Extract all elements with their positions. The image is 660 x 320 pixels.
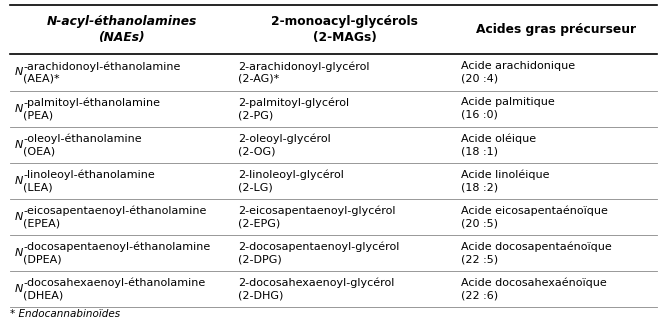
- Text: N: N: [15, 176, 24, 186]
- Text: -linoleoyl-éthanolamine
(LEA): -linoleoyl-éthanolamine (LEA): [23, 169, 155, 192]
- Text: * Endocannabinoïdes: * Endocannabinoïdes: [10, 309, 120, 319]
- Text: 2-linoleoyl-glycérol
(2-LG): 2-linoleoyl-glycérol (2-LG): [238, 169, 345, 192]
- Text: -eicosapentaenoyl-éthanolamine
(EPEA): -eicosapentaenoyl-éthanolamine (EPEA): [23, 205, 207, 228]
- Text: 2-docosapentaenoyl-glycérol
(2-DPG): 2-docosapentaenoyl-glycérol (2-DPG): [238, 242, 400, 264]
- Text: Acide oléique
(18 :1): Acide oléique (18 :1): [461, 133, 537, 156]
- Text: 2-docosahexaenoyl-glycérol
(2-DHG): 2-docosahexaenoyl-glycérol (2-DHG): [238, 278, 395, 300]
- Text: N-acyl-éthanolamines
(NAEs): N-acyl-éthanolamines (NAEs): [46, 15, 197, 44]
- Text: Acide docosahexaénoïque
(22 :6): Acide docosahexaénoïque (22 :6): [461, 278, 607, 300]
- Text: Acide eicosapentaénoïque
(20 :5): Acide eicosapentaénoïque (20 :5): [461, 205, 609, 228]
- Text: -arachidonoyl-éthanolamine
(AEA)*: -arachidonoyl-éthanolamine (AEA)*: [23, 61, 180, 84]
- Text: N: N: [15, 248, 24, 258]
- Text: -docosahexaenoyl-éthanolamine
(DHEA): -docosahexaenoyl-éthanolamine (DHEA): [23, 278, 205, 300]
- Text: N: N: [15, 104, 24, 114]
- Text: Acide docosapentaénoïque
(22 :5): Acide docosapentaénoïque (22 :5): [461, 242, 612, 264]
- Text: -oleoyl-éthanolamine
(OEA): -oleoyl-éthanolamine (OEA): [23, 133, 142, 156]
- Text: Acide arachidonique
(20 :4): Acide arachidonique (20 :4): [461, 61, 576, 84]
- Text: N: N: [15, 68, 24, 77]
- Text: N: N: [15, 284, 24, 294]
- Text: 2-eicosapentaenoyl-glycérol
(2-EPG): 2-eicosapentaenoyl-glycérol (2-EPG): [238, 205, 396, 228]
- Text: -docosapentaenoyl-éthanolamine
(DPEA): -docosapentaenoyl-éthanolamine (DPEA): [23, 242, 211, 264]
- Text: Acide linoléique
(18 :2): Acide linoléique (18 :2): [461, 169, 550, 192]
- Text: N: N: [15, 140, 24, 150]
- Text: -palmitoyl-éthanolamine
(PEA): -palmitoyl-éthanolamine (PEA): [23, 97, 160, 120]
- Text: N: N: [15, 212, 24, 222]
- Text: Acide palmitique
(16 :0): Acide palmitique (16 :0): [461, 97, 555, 120]
- Text: 2-monoacyl-glycérols
(2-MAGs): 2-monoacyl-glycérols (2-MAGs): [271, 15, 418, 44]
- Text: 2-arachidonoyl-glycérol
(2-AG)*: 2-arachidonoyl-glycérol (2-AG)*: [238, 61, 370, 84]
- Text: Acides gras précurseur: Acides gras précurseur: [477, 23, 636, 36]
- Text: 2-oleoyl-glycérol
(2-OG): 2-oleoyl-glycérol (2-OG): [238, 133, 331, 156]
- Text: 2-palmitoyl-glycérol
(2-PG): 2-palmitoyl-glycérol (2-PG): [238, 97, 349, 120]
